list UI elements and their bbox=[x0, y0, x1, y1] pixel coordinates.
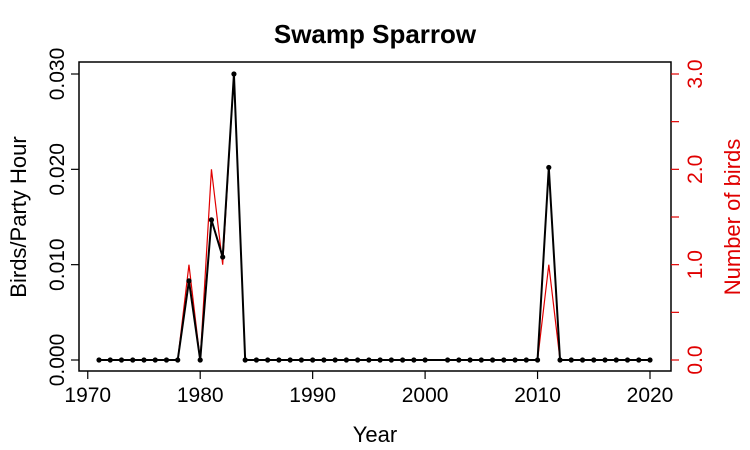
y-tick-label: 0.000 bbox=[46, 334, 69, 387]
data-point bbox=[489, 357, 496, 363]
y-tick-label: 0.010 bbox=[46, 238, 69, 291]
data-point bbox=[591, 357, 597, 363]
y2-tick-label: 0.0 bbox=[684, 345, 707, 374]
series-line-birds-per-party-hour bbox=[99, 73, 650, 361]
y-tick-label: 0.030 bbox=[46, 48, 69, 101]
data-point bbox=[478, 357, 484, 363]
data-point bbox=[118, 357, 125, 363]
data-point bbox=[501, 357, 507, 363]
x-tick-label: 1990 bbox=[289, 384, 336, 407]
y2-axis-label: Number of birds bbox=[720, 139, 745, 296]
x-tick-label: 1970 bbox=[64, 384, 111, 407]
data-point bbox=[332, 357, 338, 363]
y-tick-label: 0.020 bbox=[46, 143, 69, 196]
data-point bbox=[422, 357, 428, 363]
data-point bbox=[523, 357, 529, 363]
data-point bbox=[298, 357, 305, 363]
data-point bbox=[400, 357, 406, 363]
data-point bbox=[276, 357, 282, 363]
data-point bbox=[355, 357, 361, 363]
data-point bbox=[456, 357, 462, 363]
x-tick-label: 2000 bbox=[402, 384, 449, 407]
data-point bbox=[343, 357, 349, 363]
data-point bbox=[636, 357, 642, 363]
data-point bbox=[568, 357, 574, 363]
chart-title: Swamp Sparrow bbox=[274, 19, 477, 49]
data-point bbox=[310, 357, 316, 363]
data-point bbox=[152, 357, 158, 363]
x-tick-label: 2020 bbox=[627, 384, 674, 407]
data-point bbox=[377, 357, 383, 363]
plot-frame bbox=[78, 61, 672, 372]
series-line-number-of-birds bbox=[99, 73, 650, 361]
data-point bbox=[647, 357, 653, 363]
data-point bbox=[220, 254, 226, 260]
series-layer bbox=[96, 71, 653, 363]
data-point bbox=[231, 71, 237, 77]
data-point bbox=[208, 217, 215, 223]
data-point bbox=[265, 357, 271, 363]
x-axis-label: Year bbox=[353, 422, 397, 447]
data-point bbox=[512, 357, 518, 363]
data-point bbox=[107, 357, 113, 363]
y-axis-label: Birds/Party Hour bbox=[6, 136, 31, 297]
data-point bbox=[253, 357, 260, 363]
data-point bbox=[175, 357, 181, 363]
y-axis: 0.000 0.010 0.020 0.030 bbox=[46, 48, 79, 387]
y2-tick-label: 2.0 bbox=[684, 155, 707, 184]
data-point bbox=[287, 357, 293, 363]
data-point bbox=[624, 357, 631, 363]
data-point bbox=[534, 357, 541, 363]
data-point bbox=[186, 278, 192, 284]
y2-tick-label: 3.0 bbox=[684, 59, 707, 88]
y2-axis: 0.0 1.0 2.0 3.0 bbox=[671, 59, 707, 375]
data-point bbox=[197, 357, 203, 363]
data-point bbox=[411, 357, 417, 363]
data-point bbox=[579, 357, 586, 363]
data-point bbox=[163, 357, 170, 363]
x-axis: 1970 1980 1990 2000 2010 2020 bbox=[64, 371, 673, 407]
data-point bbox=[242, 357, 248, 363]
data-point bbox=[130, 357, 136, 363]
data-point bbox=[366, 357, 372, 363]
data-point bbox=[557, 357, 563, 363]
data-point bbox=[141, 357, 147, 363]
data-point bbox=[602, 357, 608, 363]
data-point bbox=[96, 357, 102, 363]
y2-tick-label: 1.0 bbox=[684, 250, 707, 279]
x-tick-label: 1980 bbox=[177, 384, 224, 407]
data-point bbox=[546, 164, 552, 171]
data-point bbox=[613, 357, 619, 363]
data-point bbox=[444, 357, 451, 363]
data-point bbox=[467, 357, 473, 363]
x-tick-label: 2010 bbox=[514, 384, 561, 407]
data-point bbox=[388, 357, 394, 363]
data-point bbox=[321, 357, 327, 363]
